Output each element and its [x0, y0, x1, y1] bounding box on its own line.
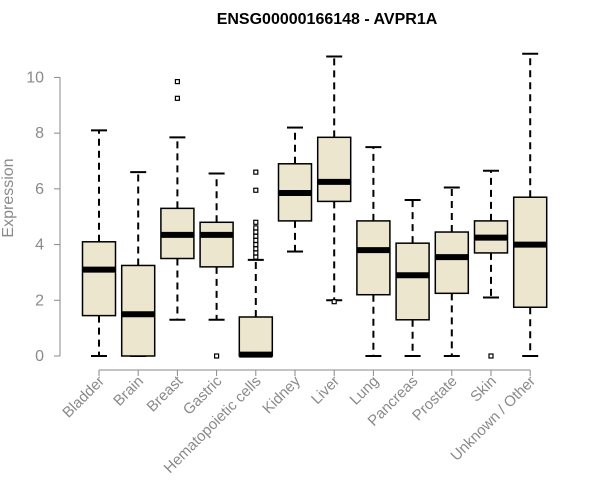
box-pancreas — [395, 199, 430, 357]
box-skin — [473, 169, 509, 359]
box-bladder — [81, 129, 117, 357]
outlier-point — [214, 353, 220, 359]
box-brain — [120, 171, 156, 357]
outlier-point — [174, 79, 180, 85]
x-tick-label: Liver — [308, 373, 343, 408]
y-tick-label: 4 — [35, 237, 44, 254]
y-axis-title: Expression — [0, 158, 17, 237]
box-breast — [160, 79, 195, 321]
iqr-box — [434, 231, 470, 295]
outlier-point — [253, 246, 259, 252]
outlier-point — [174, 95, 180, 101]
x-tick-label: Lung — [347, 373, 383, 409]
outlier-point — [253, 225, 259, 231]
x-tick-label: Brain — [110, 373, 147, 410]
outlier-point — [253, 187, 259, 193]
y-tick-label: 2 — [35, 292, 44, 309]
box-gastric — [199, 172, 234, 359]
iqr-box — [512, 196, 548, 308]
box-kidney — [277, 126, 313, 253]
x-tick-label: Skin — [467, 373, 500, 406]
x-tick-label: Kidney — [259, 372, 304, 417]
y-tick-label: 0 — [35, 348, 44, 365]
y-tick-label: 10 — [26, 69, 44, 86]
iqr-box — [316, 136, 352, 203]
outlier-point — [253, 254, 259, 260]
outlier-point — [253, 250, 259, 256]
outlier-point — [253, 241, 259, 248]
outlier-point — [253, 233, 259, 239]
iqr-box — [356, 220, 391, 296]
plot-area — [81, 52, 548, 359]
outlier-point — [253, 219, 259, 225]
axes: 0 2 4 6 8 10 — [26, 69, 531, 371]
iqr-box — [395, 242, 430, 321]
box-liver — [316, 55, 352, 305]
chart-title: ENSG00000166148 - AVPR1A — [217, 11, 438, 28]
y-tick-label: 6 — [35, 181, 44, 198]
outlier-point — [488, 353, 494, 359]
x-tick-label: Breast — [144, 372, 187, 415]
outlier-point — [253, 237, 259, 243]
outlier-point — [331, 299, 337, 305]
iqr-box — [199, 221, 234, 268]
x-tick-label: Bladder — [59, 373, 108, 422]
iqr-box — [238, 316, 274, 357]
y-tick-label: 8 — [35, 125, 44, 142]
box-hematopoietic-cells — [238, 169, 274, 358]
box-unknown-other — [512, 52, 548, 357]
box-lung — [356, 146, 391, 357]
box-prostate — [434, 186, 470, 357]
outlier-point — [253, 169, 259, 175]
iqr-box — [81, 241, 117, 317]
iqr-box — [120, 264, 156, 357]
outlier-point — [253, 229, 259, 235]
